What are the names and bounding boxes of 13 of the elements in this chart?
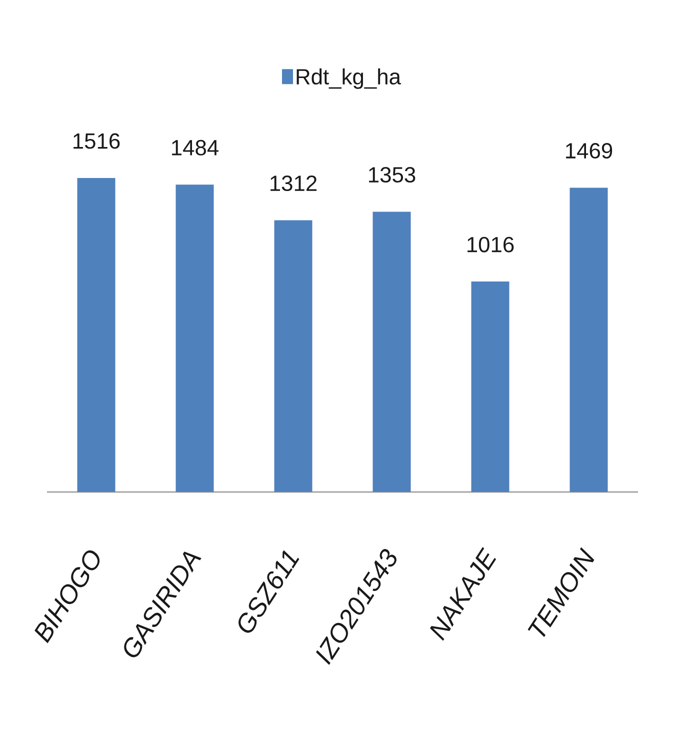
bar	[176, 184, 214, 492]
data-label: 1312	[270, 176, 317, 192]
data-label: 1353	[369, 167, 416, 183]
bar	[471, 282, 510, 492]
bar	[274, 220, 312, 492]
data-label: 1469	[566, 143, 612, 159]
legend-label: Rdt_kg_ha	[296, 68, 401, 89]
data-label: 1516	[74, 133, 120, 149]
data-label: 1016	[468, 236, 514, 252]
bar	[570, 188, 608, 492]
data-label: 1484	[172, 140, 218, 156]
bar	[372, 212, 411, 492]
bar	[77, 178, 116, 492]
